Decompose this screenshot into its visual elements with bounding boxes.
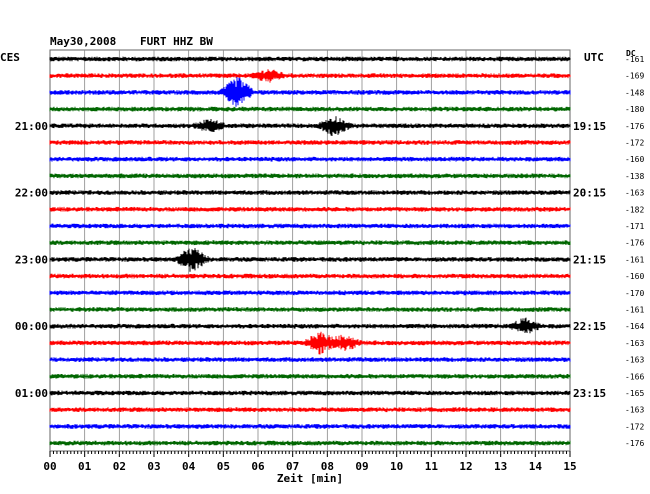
trace-line	[49, 69, 571, 83]
x-tick-label: 05	[217, 460, 230, 473]
right-time-label: 20:15	[573, 187, 606, 200]
utc-label: UTC	[584, 51, 604, 64]
dc-offset-label: -163	[625, 189, 644, 198]
dc-offset-label: -172	[625, 139, 644, 148]
trace-line	[49, 357, 571, 362]
dc-offset-label: -161	[625, 306, 644, 315]
x-tick-label: 08	[321, 460, 334, 473]
x-tick-label: 10	[390, 460, 403, 473]
trace-line	[49, 307, 571, 312]
station-label: FURT HHZ BW	[140, 35, 213, 48]
dc-offset-label: -182	[625, 205, 644, 214]
dc-offset-label: -163	[625, 406, 644, 415]
dc-offset-label: -161	[625, 255, 644, 264]
x-tick-label: 14	[529, 460, 543, 473]
dc-offset-label: -160	[625, 272, 644, 281]
x-tick-label: 07	[286, 460, 299, 473]
dc-offset-label: -166	[625, 372, 644, 381]
left-time-labels: 21:00 22:00 23:00 00:00 01:00	[15, 120, 48, 400]
x-tick-label: 01	[78, 460, 92, 473]
seismic-traces	[49, 56, 571, 446]
dc-offset-label: -176	[625, 239, 644, 248]
dc-offset-label: -170	[625, 289, 644, 298]
dc-offset-label: -176	[625, 439, 644, 448]
dc-offset-label: -160	[625, 155, 644, 164]
dc-offset-labels: -161 -169 -148 -180 -176 -172 -160 -138 -163 -182…	[625, 55, 644, 448]
trace-line	[49, 407, 571, 413]
date-label: May30,2008	[50, 35, 116, 48]
x-tick-label: 02	[113, 460, 126, 473]
left-time-label: 22:00	[15, 187, 48, 200]
right-time-label: 23:15	[573, 387, 606, 400]
left-time-label: 01:00	[15, 387, 48, 400]
local-time-label: CES	[0, 51, 20, 64]
dc-offset-label: -163	[625, 356, 644, 365]
trace-line	[49, 290, 571, 296]
dc-offset-label: -180	[625, 105, 644, 114]
x-tick-label: 03	[147, 460, 160, 473]
dc-offset-label: -148	[625, 88, 644, 97]
trace-line	[49, 240, 571, 246]
dc-offset-label: -138	[625, 172, 644, 181]
trace-line	[49, 106, 571, 112]
trace-line	[49, 424, 571, 429]
trace-line	[49, 248, 571, 272]
x-tick-label: 15	[563, 460, 576, 473]
trace-line	[49, 317, 571, 334]
x-tick-label: 00	[43, 460, 56, 473]
x-axis: 00 01 02 03 04 05 06 07 08 09 10 11 12 13 14 15	[43, 451, 577, 473]
right-time-label: 22:15	[573, 320, 606, 333]
trace-line	[49, 273, 571, 279]
dc-offset-label: -171	[625, 222, 644, 231]
dc-offset-label: -172	[625, 422, 644, 431]
trace-line	[49, 331, 571, 355]
dc-offset-label: -163	[625, 339, 644, 348]
trace-line	[49, 140, 571, 145]
x-tick-label: 13	[494, 460, 507, 473]
trace-line	[49, 373, 571, 379]
x-tick-label: 06	[251, 460, 265, 473]
trace-line	[49, 116, 571, 136]
dc-label: DC	[626, 49, 636, 58]
trace-line	[49, 77, 571, 107]
trace-line	[49, 390, 571, 396]
trace-line	[49, 223, 571, 229]
right-time-label: 21:15	[573, 253, 606, 266]
dc-offset-label: -161	[625, 55, 644, 64]
trace-line	[49, 190, 571, 195]
trace-line	[49, 173, 571, 179]
right-time-labels: 19:15 20:15 21:15 22:15 23:15	[573, 120, 606, 400]
x-tick-label: 09	[355, 460, 368, 473]
dc-offset-label: -169	[625, 72, 644, 81]
x-axis-title: Zeit [min]	[277, 472, 343, 485]
trace-line	[49, 56, 571, 62]
dc-offset-label: -176	[625, 122, 644, 131]
x-tick-label: 04	[182, 460, 196, 473]
left-time-label: 21:00	[15, 120, 48, 133]
left-time-label: 00:00	[15, 320, 48, 333]
dc-offset-label: -164	[625, 322, 644, 331]
x-tick-label: 12	[459, 460, 472, 473]
trace-line	[49, 156, 571, 162]
dc-offset-label: -165	[625, 389, 644, 398]
trace-line	[49, 206, 571, 212]
left-time-label: 23:00	[15, 253, 48, 266]
right-time-label: 19:15	[573, 120, 606, 133]
trace-line	[49, 440, 571, 446]
x-tick-label: 11	[425, 460, 439, 473]
